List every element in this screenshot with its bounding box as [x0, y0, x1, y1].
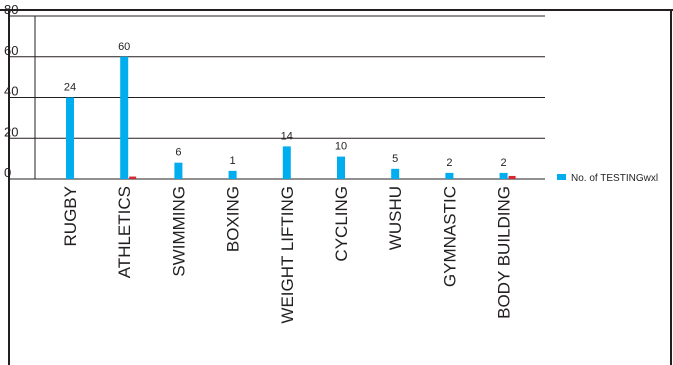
legend-label: No. of TESTINGwxl — [571, 173, 658, 184]
bar — [445, 172, 454, 179]
category-label: CYCLING — [332, 186, 351, 262]
data-label: 10 — [335, 141, 347, 153]
bar-secondary — [508, 175, 516, 179]
legend: No. of TESTINGwxl — [557, 173, 658, 184]
bar — [66, 97, 74, 179]
y-tick-label: 0 — [4, 165, 11, 180]
y-tick-label: 60 — [4, 43, 18, 58]
data-label: 1 — [230, 155, 236, 167]
bar-secondary — [129, 176, 137, 179]
data-label: 6 — [175, 147, 181, 159]
y-tick-label: 80 — [4, 2, 18, 17]
data-label: 2 — [501, 157, 507, 169]
category-label: WEIGHT LIFTING — [278, 186, 297, 324]
bar — [282, 146, 291, 179]
data-label: 24 — [64, 82, 76, 94]
y-axis-tick-labels: 0 20 40 60 80 — [4, 2, 18, 180]
category-label: BODY BUILDING — [495, 186, 514, 319]
data-label: 14 — [281, 130, 293, 142]
category-label: GYMNASTIC — [440, 186, 459, 287]
bars — [66, 56, 516, 179]
data-label: 2 — [446, 157, 452, 169]
data-label: 60 — [118, 41, 130, 53]
bar — [391, 168, 400, 179]
data-labels: 24 60 6 1 14 10 5 2 2 — [64, 41, 507, 169]
gridlines — [10, 15, 545, 139]
category-label: BOXING — [224, 186, 243, 252]
category-label: RUGBY — [61, 186, 80, 246]
bar — [499, 172, 508, 179]
plot-frame — [0, 9, 673, 365]
category-label: WUSHU — [386, 186, 405, 250]
y-tick-label: 40 — [4, 84, 18, 99]
bar — [337, 156, 345, 179]
y-tick-label: 20 — [4, 124, 18, 139]
bar — [174, 162, 183, 179]
legend-swatch — [557, 174, 566, 180]
category-label: ATHLETICS — [115, 186, 134, 278]
data-label: 5 — [392, 153, 398, 165]
category-label: SWIMMING — [169, 186, 188, 277]
bar — [228, 170, 237, 179]
bar — [120, 56, 129, 179]
category-labels: RUGBY ATHLETICS SWIMMING BOXING WEIGHT LIFTI… — [61, 186, 514, 324]
